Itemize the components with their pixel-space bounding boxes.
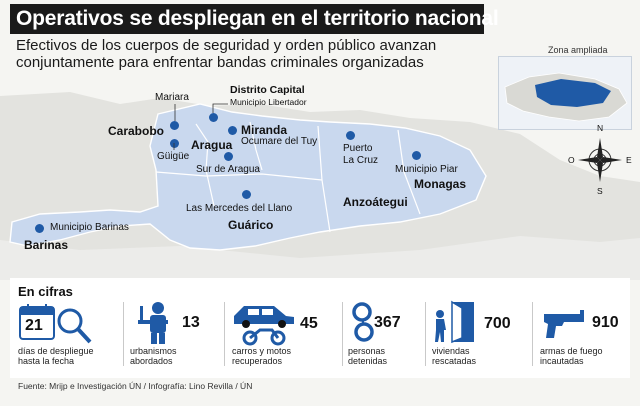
subtitle-line-2: conjuntamente para enfrentar bandas crim… <box>16 54 424 71</box>
state-border-2 <box>249 121 263 171</box>
stat-urbanismos: 13 urbanismos abordados <box>130 300 222 370</box>
stat-armas-number: 910 <box>592 314 619 331</box>
label-la-cruz: La Cruz <box>343 155 379 166</box>
label-anzoategui: Anzoátegui <box>343 195 408 209</box>
stat-viviendas-caption-2: rescatadas <box>432 356 477 366</box>
door-person-icon <box>435 300 474 344</box>
dot-ocumare <box>228 126 237 135</box>
label-puerto: Puerto <box>343 143 373 154</box>
stat-detenidas-caption: personas detenidas <box>348 346 387 366</box>
compass-n: N <box>597 123 604 133</box>
stat-viviendas-caption: viviendas rescatadas <box>432 346 476 366</box>
subtitle-line-1: Efectivos de los cuerpos de seguridad y … <box>16 37 437 54</box>
map <box>0 92 640 280</box>
stat-vehiculos-caption: carros y motos recuperados <box>232 346 291 366</box>
stat-vehiculos-caption-1: carros y motos <box>232 346 292 356</box>
inset-map <box>498 56 632 130</box>
operations-region <box>9 103 487 251</box>
stat-dias-number: 21 <box>25 317 43 334</box>
label-libertador: Municipio Libertador <box>230 97 307 107</box>
label-distrito-capital: Distrito Capital <box>230 84 305 96</box>
label-miranda: Miranda <box>241 123 288 137</box>
leader-lines <box>173 103 228 150</box>
stat-dias-caption: días de despliegue hasta la fecha <box>18 346 94 366</box>
dot-libertador <box>209 113 218 122</box>
title-bar <box>10 4 484 34</box>
stat-armas-caption: armas de fuego incautadas <box>540 346 603 366</box>
compass-icon <box>578 138 622 182</box>
label-sur-aragua: Sur de Aragua <box>196 164 260 175</box>
stat-dias-caption-1: días de despliegue <box>18 346 94 356</box>
label-ocumare: Ocumare del Tuy <box>241 136 318 147</box>
state-border-4 <box>397 129 421 215</box>
stat-dias-caption-2: hasta la fecha <box>18 356 75 366</box>
stat-viviendas-number: 700 <box>484 315 511 332</box>
page-title: Operativos se despliegan en el territori… <box>16 7 499 30</box>
compass-e: E <box>626 155 632 165</box>
stat-armas: 910 armas de fuego incautadas <box>540 300 635 370</box>
dot-barinas <box>35 224 44 233</box>
subtitle: Efectivos de los cuerpos de seguridad y … <box>16 37 486 71</box>
dot-mariara <box>170 121 179 130</box>
label-barinas: Barinas <box>24 238 69 252</box>
compass-o: O <box>568 155 575 165</box>
stat-dias: 21 días de despliegue hasta la fecha <box>18 300 118 370</box>
stat-detenidas: 367 personas detenidas <box>348 300 428 370</box>
stat-vehiculos-number: 45 <box>300 315 318 332</box>
car-motorcycle-icon <box>234 306 294 346</box>
soldier-icon <box>138 302 168 344</box>
label-carabobo: Carabobo <box>108 124 165 138</box>
stat-armas-caption-1: armas de fuego <box>540 346 603 356</box>
label-municipio-barinas: Municipio Barinas <box>50 222 129 233</box>
stat-viviendas-caption-1: viviendas <box>432 346 470 356</box>
dot-mercedes <box>242 190 251 199</box>
label-guigue: Güigüe <box>157 151 190 162</box>
handgun-icon <box>544 310 584 338</box>
divider <box>532 302 533 366</box>
label-guarico: Guárico <box>228 218 274 232</box>
stat-urbanismos-caption: urbanismos abordados <box>130 346 177 366</box>
divider <box>342 302 343 366</box>
dot-guigue <box>170 139 179 148</box>
dot-puerto-la-cruz <box>346 131 355 140</box>
dot-sur-aragua <box>224 152 233 161</box>
label-monagas: Monagas <box>414 177 467 191</box>
label-aragua: Aragua <box>191 138 233 152</box>
source-credit: Fuente: Mrijp e Investigación ÚN / Infog… <box>18 381 253 391</box>
land-south <box>0 236 640 280</box>
divider <box>123 302 124 366</box>
inset-label: Zona ampliada <box>548 45 608 55</box>
calendar-search-icon <box>19 304 92 344</box>
label-piar: Municipio Piar <box>395 164 458 175</box>
state-border-1 <box>195 123 215 207</box>
stat-vehiculos: 45 carros y motos recuperados <box>230 300 342 370</box>
handcuffs-icon <box>352 302 374 342</box>
stat-detenidas-caption-1: personas <box>348 346 386 356</box>
divider <box>425 302 426 366</box>
stat-detenidas-caption-2: detenidas <box>348 356 388 366</box>
stat-urbanismos-caption-2: abordados <box>130 356 173 366</box>
stat-urbanismos-number: 13 <box>182 314 200 331</box>
stat-vehiculos-caption-2: recuperados <box>232 356 283 366</box>
cifras-panel <box>10 278 630 378</box>
cifras-title: En cifras <box>18 284 73 299</box>
divider <box>224 302 225 366</box>
stat-urbanismos-caption-1: urbanismos <box>130 346 177 356</box>
dot-piar <box>412 151 421 160</box>
compass-s: S <box>597 186 603 196</box>
stat-detenidas-number: 367 <box>374 314 401 331</box>
label-mariara: Mariara <box>155 92 189 103</box>
stat-armas-caption-2: incautadas <box>540 356 584 366</box>
stat-viviendas: 700 viviendas rescatadas <box>432 300 532 370</box>
label-mercedes: Las Mercedes del Llano <box>186 203 293 214</box>
state-border-5 <box>155 171 323 181</box>
